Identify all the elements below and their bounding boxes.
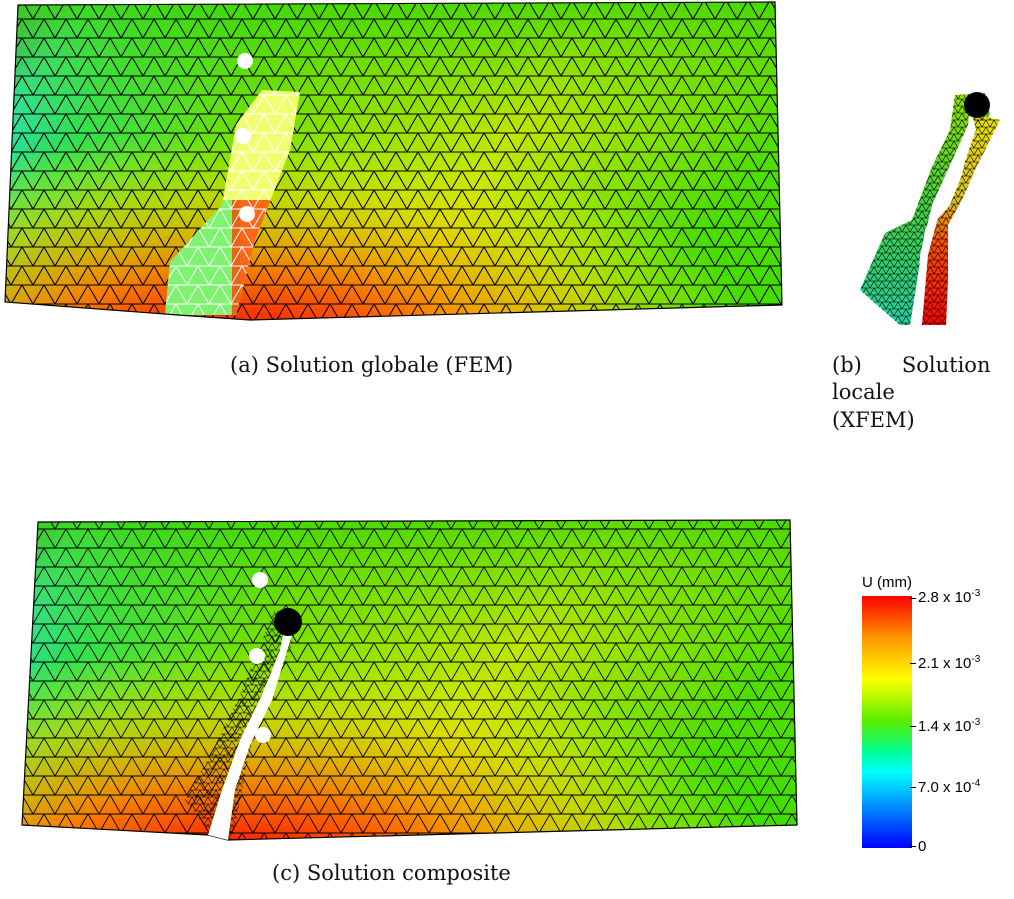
hole-marker [239, 206, 255, 222]
colorbar-tick [910, 598, 916, 599]
hole-marker [255, 727, 271, 743]
panel-c-composite-solution [0, 510, 810, 850]
hole-marker [235, 128, 251, 144]
crack-tip-refinement [964, 92, 990, 118]
crack-opening [208, 625, 292, 840]
caption-panel-c: (c) Solution composite [272, 861, 511, 885]
panel-a-global-solution [0, 0, 800, 330]
crack-tip-refinement [274, 608, 302, 636]
panel-c-mesh-plot [21, 519, 798, 841]
colorbar-tick [910, 787, 916, 788]
hole-marker [249, 648, 265, 664]
colorbar-label-min: 0 [918, 838, 927, 855]
colorbar-tick [910, 846, 916, 847]
colorbar-title: U (mm) [862, 574, 912, 591]
panel-a-mesh-plot [4, 1, 783, 321]
colorbar-label-max: 2.8 x 10-3 [918, 588, 981, 606]
colorbar-tick [910, 726, 916, 727]
colorbar-label-2: 2.1 x 10-3 [918, 654, 981, 672]
colorbar-tick [910, 663, 916, 664]
panel-b-local-solution [850, 85, 1014, 335]
hole-marker [237, 53, 253, 69]
caption-panel-b-line1: (b) Solution [832, 353, 991, 377]
colorbar-label-3: 1.4 x 10-3 [918, 717, 981, 735]
colorbar [862, 596, 912, 848]
caption-panel-b-line2: locale [832, 380, 895, 405]
colorbar-label-4: 7.0 x 10-4 [918, 778, 981, 796]
panel-b-mesh-plot [860, 92, 1000, 325]
caption-panel-b: (b) Solution locale (XFEM) [832, 352, 990, 434]
caption-panel-b-line3: (XFEM) [832, 407, 915, 432]
hole-marker [252, 572, 268, 588]
caption-panel-a: (a) Solution globale (FEM) [230, 353, 514, 377]
